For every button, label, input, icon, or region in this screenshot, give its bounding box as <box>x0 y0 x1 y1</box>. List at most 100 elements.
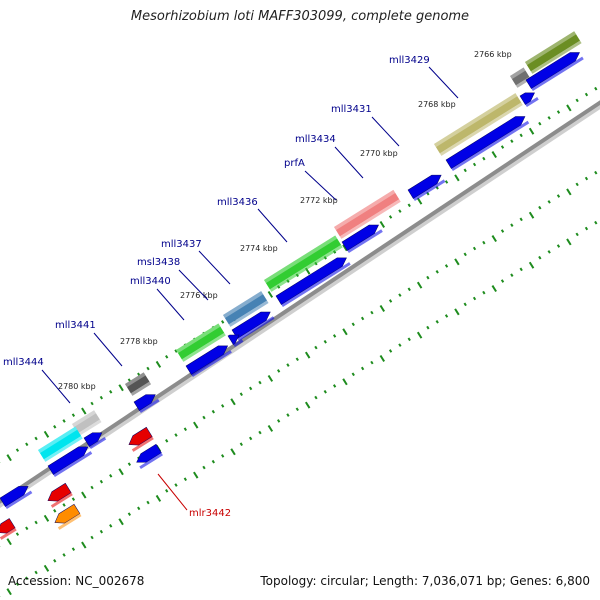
tick-mark <box>566 238 572 246</box>
tick-mark <box>435 320 439 324</box>
tick-mark <box>165 439 169 443</box>
tick-mark <box>454 308 460 316</box>
cds-arrow-5-side <box>281 262 351 308</box>
tick-mark <box>249 436 253 441</box>
tick-mark <box>15 532 20 536</box>
tick-mark <box>15 582 20 586</box>
gene-leader-line <box>428 66 459 99</box>
tick-mark <box>118 518 124 526</box>
tick-mark <box>472 162 477 167</box>
tick-mark <box>323 339 327 344</box>
kbp-tick-label: 2776 kbp <box>180 291 218 300</box>
tick-mark <box>594 220 598 225</box>
cds-arrow-9 <box>133 394 160 414</box>
tick-mark <box>118 468 124 476</box>
cds-arrow-0-side <box>531 56 584 92</box>
tick-mark <box>472 246 477 251</box>
cds-arrow-3 <box>407 174 446 202</box>
tick-mark <box>538 255 542 260</box>
tick-mark <box>99 479 104 484</box>
tick-mark <box>6 588 12 596</box>
feature-olive-shape <box>525 31 581 72</box>
cds-arrow-1-side <box>525 97 539 108</box>
gene-label: prfA <box>284 158 305 169</box>
tick-mark <box>519 267 523 272</box>
tick-mark <box>398 343 402 347</box>
tick-mark <box>99 529 104 534</box>
tick-mark <box>25 576 29 581</box>
feature-red-reverse-3 <box>0 518 17 540</box>
tick-mark <box>407 203 411 208</box>
tick-mark <box>62 503 66 507</box>
tick-mark <box>137 506 141 511</box>
feature-green-small <box>176 323 226 362</box>
inner-tick-ring <box>0 170 598 547</box>
tick-mark <box>491 285 497 293</box>
kbp-tick-label: 2772 kbp <box>300 196 338 205</box>
tick-mark <box>351 372 355 377</box>
feature-orange-shape <box>54 503 81 524</box>
tick-mark <box>267 374 274 382</box>
cds-arrow-5-shape <box>275 257 347 305</box>
feature-green-small-side <box>181 332 226 362</box>
cds-arrow-6-side <box>237 316 275 342</box>
cds-arrow-1-shape <box>519 92 535 105</box>
gene-label: mll3440 <box>130 276 171 287</box>
kbp-tick-label: 2770 kbp <box>360 149 398 158</box>
tick-mark <box>221 320 225 324</box>
tick-mark <box>491 235 497 243</box>
tick-mark <box>510 223 514 227</box>
tick-mark <box>81 491 87 499</box>
tick-mark <box>221 454 225 458</box>
cds-arrow-1 <box>519 92 539 108</box>
tick-mark <box>482 290 486 295</box>
tick-mark <box>379 354 386 362</box>
tick-mark <box>34 436 38 441</box>
cds-arrow-10-shape <box>83 432 103 447</box>
tick-mark <box>127 512 132 516</box>
cds-arrow-7-side <box>233 339 244 348</box>
tick-mark <box>25 526 29 531</box>
tick-mark <box>370 310 374 315</box>
feature-steelblue-side <box>228 300 269 327</box>
tick-mark <box>519 217 523 222</box>
tick-mark <box>267 290 274 298</box>
tick-mark <box>332 384 337 388</box>
tick-mark <box>211 459 215 464</box>
kbp-tick-label: 2778 kbp <box>120 337 158 346</box>
tick-mark <box>90 535 94 540</box>
tick-mark <box>174 483 178 487</box>
tick-mark <box>388 299 393 303</box>
cds-arrow-10-side <box>89 436 107 450</box>
innermost-tick-ring <box>0 220 598 597</box>
feature-orange-side <box>57 513 82 530</box>
feature-darkgray-shine <box>125 372 146 388</box>
tick-mark <box>304 401 311 409</box>
tick-mark <box>183 477 187 482</box>
cds-arrow-9-shape <box>133 394 156 411</box>
tick-mark <box>193 421 199 429</box>
cds-arrow-4-shape <box>341 224 379 251</box>
tick-mark <box>342 328 348 336</box>
tick-mark <box>109 390 113 394</box>
tick-mark <box>500 279 505 283</box>
cds-arrow-4-side <box>347 229 383 254</box>
tick-mark <box>528 261 535 269</box>
cds-arrow-11 <box>47 446 93 478</box>
tick-mark <box>81 407 87 415</box>
tick-mark <box>547 116 551 120</box>
tick-mark <box>370 360 374 365</box>
cds-arrow-12-side <box>5 490 33 510</box>
feature-khaki <box>434 93 523 156</box>
accession-text: Accession: NC_002678 <box>8 574 145 588</box>
cds-arrow-0 <box>525 52 584 92</box>
gene-label: mll3436 <box>217 197 258 208</box>
tick-mark <box>416 331 423 339</box>
tick-mark <box>71 497 76 501</box>
feature-gray-shine <box>510 67 526 80</box>
tick-mark <box>584 92 589 97</box>
tick-mark <box>463 168 467 173</box>
tick-mark <box>566 188 572 196</box>
feature-cyan-shine <box>38 426 78 454</box>
tick-mark <box>360 366 365 371</box>
